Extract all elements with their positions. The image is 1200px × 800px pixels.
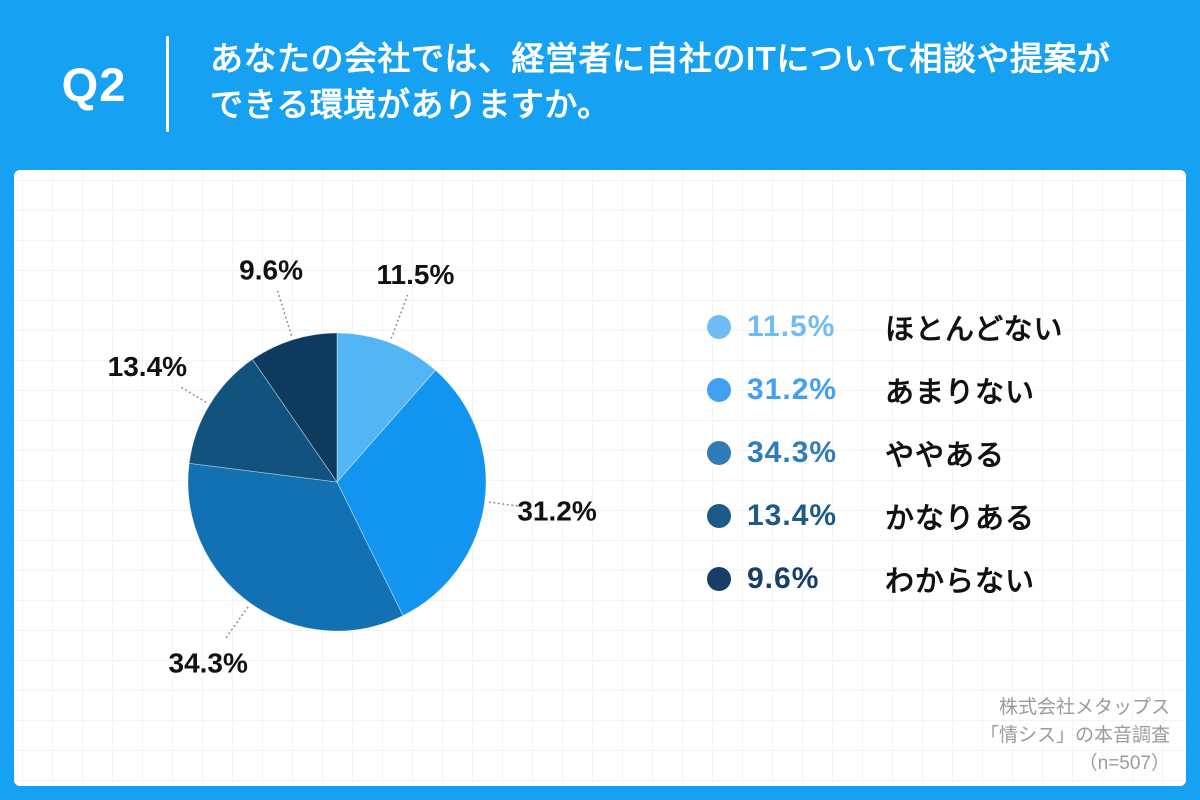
- leader-line-4: [178, 385, 207, 403]
- legend-percent: 13.4%: [747, 499, 838, 532]
- leader-line-5: [276, 289, 293, 336]
- legend-label: わからない: [885, 566, 1036, 598]
- leader-line-1: [390, 294, 409, 339]
- legend-swatch-icon: [707, 441, 731, 465]
- pie-slice-2: [336, 369, 487, 617]
- pie-slice-1: [336, 332, 437, 484]
- pie-slice-3: [187, 462, 404, 632]
- legend-item-2: 31.2% あまりない: [707, 370, 1064, 410]
- header-divider: [166, 36, 169, 132]
- pie-value-label-2: 31.2%: [517, 496, 596, 527]
- question-text-line2: できる環境がありますか。: [210, 86, 611, 123]
- legend-swatch-icon: [707, 315, 731, 339]
- pie-slice-5: [251, 332, 338, 484]
- question-text: あなたの会社では、経営者に自社のITについて相談や提案が できる環境がありますか…: [210, 36, 1180, 128]
- pie-value-label-1: 11.5%: [377, 259, 455, 290]
- question-header: Q2 あなたの会社では、経営者に自社のITについて相談や提案が できる環境があり…: [0, 0, 1200, 170]
- source-line3: （n=507）: [1078, 753, 1170, 774]
- legend-label: ややある: [885, 440, 1006, 472]
- legend-swatch-icon: [707, 567, 731, 591]
- source-note: 株式会社メタップス 「情シス」の本音調査 （n=507）: [980, 694, 1170, 778]
- legend-percent: 34.3%: [747, 436, 838, 469]
- legend-label: ほとんどない: [885, 314, 1064, 346]
- pie-value-label-4: 13.4%: [108, 351, 187, 382]
- leader-line-2: [488, 501, 520, 507]
- legend-item-1: 11.5% ほとんどない: [707, 307, 1064, 347]
- pie-value-label-5: 9.6%: [239, 255, 303, 286]
- legend-item-5: 9.6% わからない: [707, 559, 1064, 599]
- chart-card: 11.5% 31.2% 34.3% 13.4% 9.6% 11.5% ほとんどない 31.2…: [14, 170, 1186, 786]
- legend-label: かなりある: [885, 503, 1036, 535]
- legend-label: あまりない: [885, 377, 1036, 409]
- source-line2: 「情シス」の本音調査: [979, 725, 1170, 746]
- chart-legend: 11.5% ほとんどない 31.2% あまりない 34.3% ややある 13.4% かなりある…: [707, 307, 1064, 599]
- legend-percent: 9.6%: [747, 562, 820, 595]
- question-text-line1: あなたの会社では、経営者に自社のITについて相談や提案が: [210, 40, 1111, 77]
- question-number: Q2: [61, 57, 127, 111]
- legend-percent: 31.2%: [747, 373, 838, 406]
- legend-item-4: 13.4% かなりある: [707, 496, 1064, 536]
- legend-percent: 11.5%: [747, 310, 836, 343]
- legend-swatch-icon: [707, 504, 731, 528]
- pie-value-label-3: 34.3%: [169, 647, 248, 678]
- source-line1: 株式会社メタップス: [998, 697, 1170, 718]
- legend-swatch-icon: [707, 378, 731, 402]
- pie-chart: 11.5% 31.2% 34.3% 13.4% 9.6%: [108, 255, 597, 679]
- leader-line-3: [224, 606, 249, 640]
- pie-slice-4: [188, 358, 338, 483]
- legend-item-3: 34.3% ややある: [707, 433, 1064, 473]
